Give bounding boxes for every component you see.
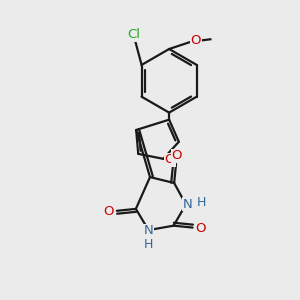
Text: O: O	[172, 149, 182, 162]
Text: H: H	[197, 196, 206, 208]
Text: O: O	[103, 205, 114, 218]
Text: H: H	[144, 238, 154, 251]
Text: O: O	[164, 153, 175, 166]
Text: N: N	[144, 224, 154, 237]
Text: O: O	[196, 222, 206, 235]
Text: O: O	[191, 34, 201, 47]
Text: N: N	[182, 198, 192, 211]
Text: Cl: Cl	[128, 28, 141, 41]
